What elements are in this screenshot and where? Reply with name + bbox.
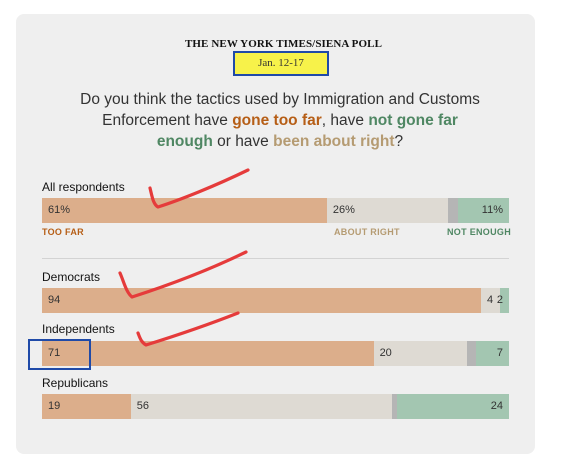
group-label-independents: Independents — [42, 322, 115, 336]
value-label-not-enough: 11% — [481, 204, 503, 216]
bar-segment-not-enough — [457, 198, 509, 223]
bar-segment-about-right — [130, 394, 393, 419]
bar-segment-unsure — [392, 394, 397, 419]
value-label-not-enough: 24 — [490, 400, 503, 412]
bar-segment-too-far — [42, 394, 131, 419]
group-label-republicans: Republicans — [42, 376, 109, 390]
bar-segment-too-far — [42, 198, 327, 223]
category-label-too-far: TOO FAR — [42, 227, 84, 237]
bar-segment-about-right — [480, 288, 500, 313]
bar-segment-too-far — [42, 341, 374, 366]
bar-republicans: 19 56 24 — [42, 394, 509, 419]
value-label-too-far: 61% — [48, 204, 71, 216]
poll-date: Jan. 12-17 — [233, 51, 329, 76]
poll-title: THE NEW YORK TIMES/SIENA POLL — [184, 38, 383, 50]
bar-segment-not-enough — [476, 341, 509, 366]
value-label-about-right: 4 — [486, 294, 494, 306]
value-label-not-enough: 7 — [496, 347, 503, 359]
section-divider — [42, 258, 509, 259]
poll-card — [16, 14, 535, 454]
category-label-not-enough: NOT ENOUGH — [447, 227, 512, 237]
group-label-democrats: Democrats — [42, 270, 101, 284]
question-part4: ? — [394, 133, 404, 150]
value-label-about-right: 56 — [136, 400, 149, 412]
annotation-highlight-box — [28, 339, 91, 370]
value-label-too-far: 71 — [48, 347, 61, 359]
bar-segment-unsure — [466, 341, 477, 366]
bar-segment-unsure — [448, 198, 458, 223]
bar-all-respondents: 61% 26% 11% — [42, 198, 509, 223]
question-gone-too-far: gone too far — [232, 112, 322, 129]
bar-segment-about-right — [373, 341, 467, 366]
bar-segment-about-right — [326, 198, 449, 223]
value-label-too-far: 19 — [48, 400, 61, 412]
value-label-not-enough: 2 — [496, 294, 503, 306]
value-label-about-right: 26% — [332, 204, 355, 216]
bar-segment-too-far — [42, 288, 481, 313]
category-label-about-right: ABOUT RIGHT — [334, 227, 400, 237]
question-about-right: been about right — [273, 133, 395, 150]
group-label-all-respondents: All respondents — [42, 180, 125, 194]
question-part3: or have — [212, 133, 274, 150]
question-text: Do you think the tactics used by Immigra… — [80, 89, 480, 152]
question-part1: Do you think the tactics used by Immigra… — [80, 91, 480, 129]
bar-segment-not-enough — [499, 288, 509, 313]
bar-segment-not-enough — [396, 394, 509, 419]
value-label-too-far: 94 — [48, 294, 61, 306]
question-not-far-enough: not gone far enough — [156, 112, 458, 150]
bar-independents: 71 20 7 — [42, 341, 509, 366]
value-label-about-right: 20 — [379, 347, 392, 359]
question-part2: , have — [321, 112, 369, 129]
bar-democrats: 94 4 2 — [42, 288, 509, 313]
